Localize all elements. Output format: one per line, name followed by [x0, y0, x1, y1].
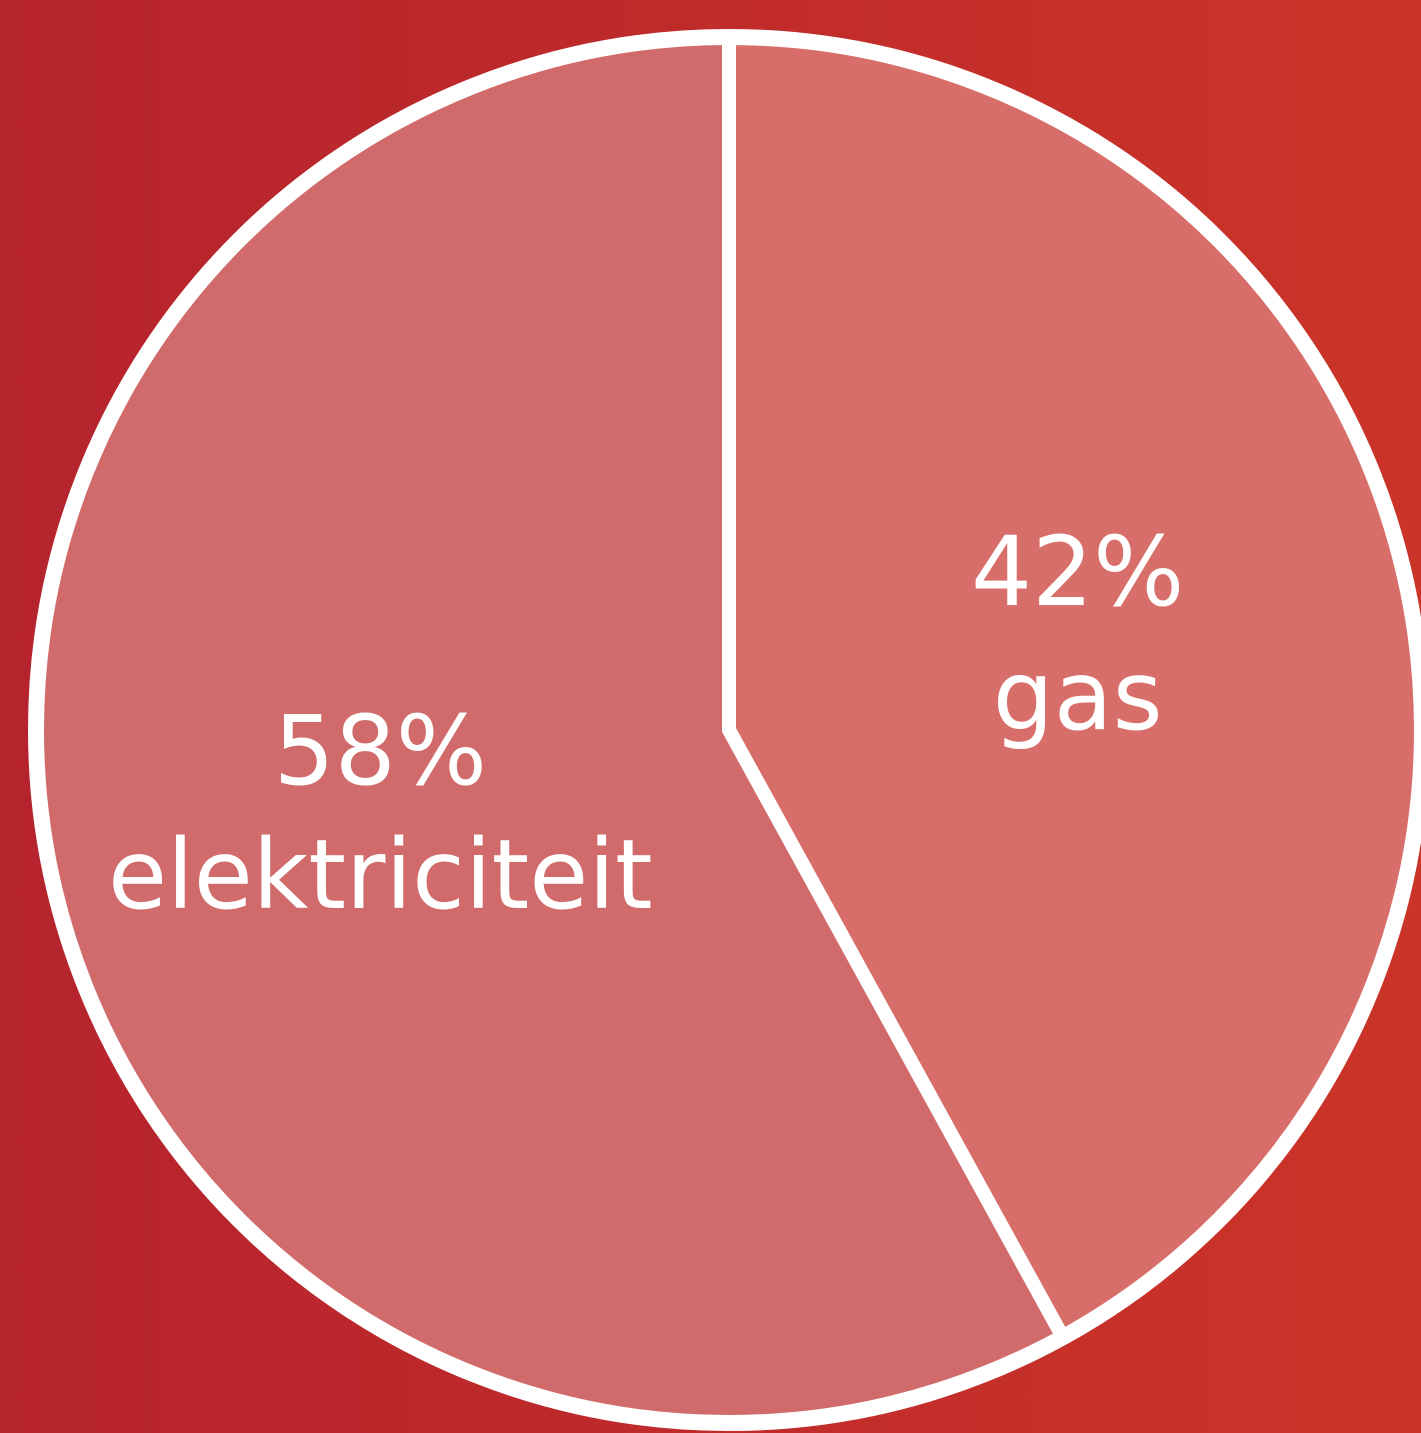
slice-value-label: 58% — [274, 695, 487, 807]
slice-value-label: 42% — [971, 516, 1184, 628]
slice-category-label: elektriciteit — [108, 819, 653, 931]
slice-category-label: gas — [993, 640, 1163, 752]
pie-outline — [28, 29, 1421, 1431]
